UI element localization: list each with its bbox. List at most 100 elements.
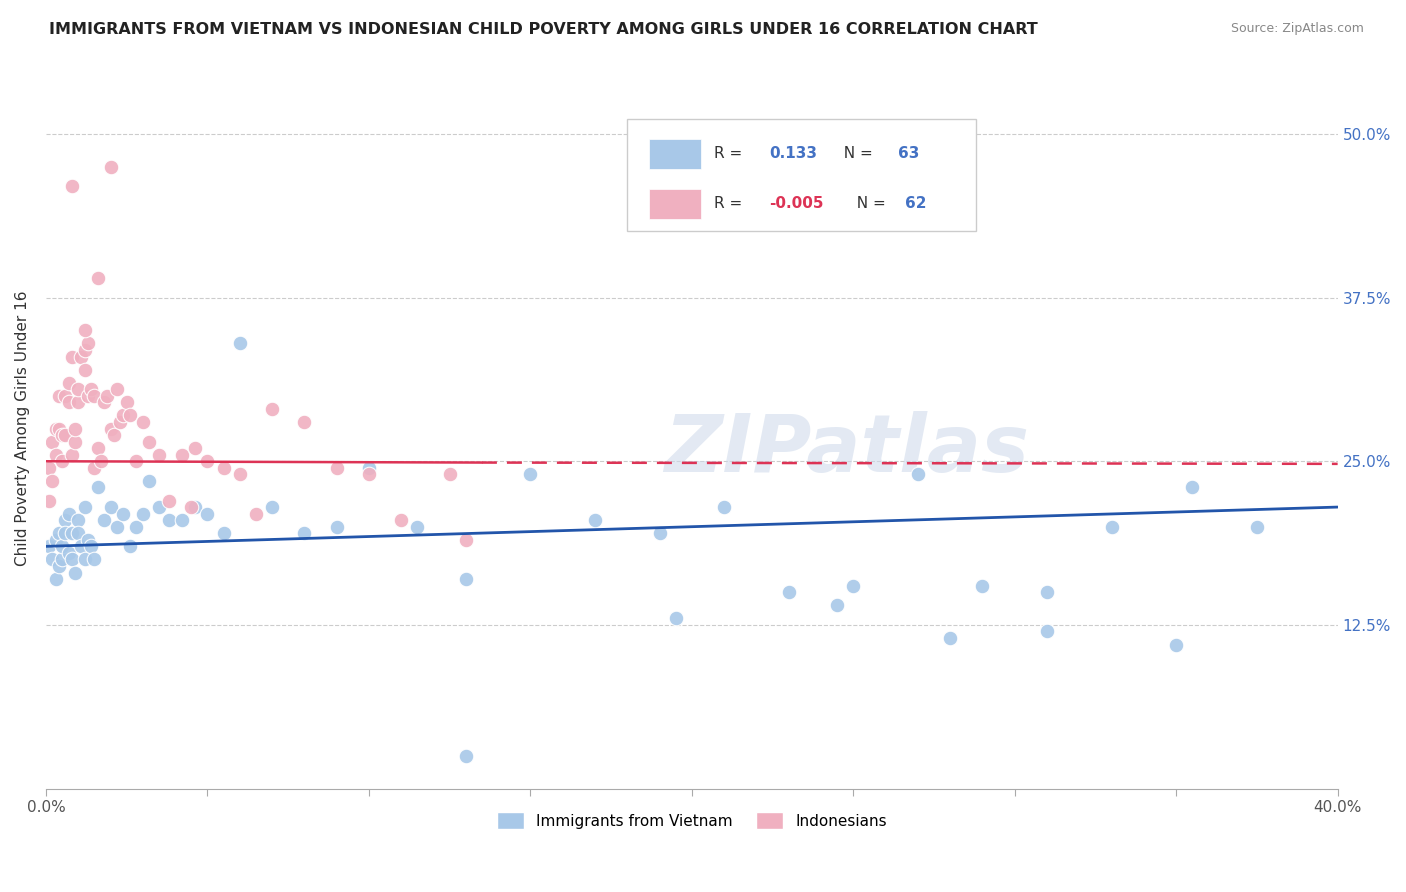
Point — [67, 513, 90, 527]
Point — [454, 748, 477, 763]
Point — [80, 382, 103, 396]
Point — [406, 519, 429, 533]
Point — [212, 460, 235, 475]
Point — [58, 507, 80, 521]
Text: -0.005: -0.005 — [769, 196, 824, 211]
Point — [713, 500, 735, 514]
Point — [73, 500, 96, 514]
Point — [48, 421, 70, 435]
Point — [138, 434, 160, 449]
Point — [583, 513, 606, 527]
Point — [825, 599, 848, 613]
Point — [842, 579, 865, 593]
Point — [125, 519, 148, 533]
Point — [115, 395, 138, 409]
Point — [45, 421, 67, 435]
Point — [197, 507, 219, 521]
Y-axis label: Child Poverty Among Girls Under 16: Child Poverty Among Girls Under 16 — [15, 291, 30, 566]
Point — [170, 448, 193, 462]
Point — [103, 428, 125, 442]
Point — [439, 467, 461, 482]
Point — [86, 271, 108, 285]
Point — [260, 401, 283, 416]
Point — [105, 519, 128, 533]
Point — [41, 434, 63, 449]
Text: 0.133: 0.133 — [769, 146, 817, 161]
Point — [53, 526, 76, 541]
Point — [180, 500, 202, 514]
Point — [228, 467, 250, 482]
Point — [118, 539, 141, 553]
Point — [93, 395, 115, 409]
Point — [648, 526, 671, 541]
Point — [53, 513, 76, 527]
Point — [51, 428, 73, 442]
Point — [96, 389, 118, 403]
Point — [112, 507, 135, 521]
Point — [245, 507, 267, 521]
Point — [70, 350, 93, 364]
Point — [41, 474, 63, 488]
Point — [45, 448, 67, 462]
Point — [110, 415, 132, 429]
Point — [1036, 624, 1059, 639]
Point — [907, 467, 929, 482]
Point — [357, 460, 380, 475]
Point — [325, 460, 347, 475]
Text: 62: 62 — [905, 196, 927, 211]
Point — [60, 179, 83, 194]
Text: R =: R = — [714, 196, 747, 211]
Point — [132, 415, 155, 429]
Point — [63, 434, 86, 449]
Point — [100, 500, 122, 514]
Point — [454, 533, 477, 547]
Point — [67, 526, 90, 541]
Point — [73, 552, 96, 566]
Point — [1181, 480, 1204, 494]
FancyBboxPatch shape — [650, 189, 700, 219]
Point — [58, 376, 80, 390]
Point — [939, 631, 962, 645]
Point — [60, 448, 83, 462]
Point — [73, 323, 96, 337]
Point — [197, 454, 219, 468]
Point — [48, 526, 70, 541]
Point — [183, 500, 205, 514]
Point — [105, 382, 128, 396]
Text: N =: N = — [846, 196, 890, 211]
Point — [73, 362, 96, 376]
Point — [80, 539, 103, 553]
Point — [519, 467, 541, 482]
Point — [77, 389, 100, 403]
Point — [60, 526, 83, 541]
Point — [45, 572, 67, 586]
Point — [212, 526, 235, 541]
FancyBboxPatch shape — [627, 119, 976, 230]
Point — [51, 454, 73, 468]
Point — [665, 611, 688, 625]
Point — [132, 507, 155, 521]
Point — [100, 160, 122, 174]
Point — [138, 474, 160, 488]
Point — [41, 552, 63, 566]
Point — [148, 448, 170, 462]
Point — [454, 572, 477, 586]
Point — [183, 441, 205, 455]
Text: ZIPatlas: ZIPatlas — [664, 411, 1029, 489]
Point — [125, 454, 148, 468]
Point — [86, 480, 108, 494]
Point — [170, 513, 193, 527]
Point — [70, 539, 93, 553]
Point — [67, 382, 90, 396]
Text: 63: 63 — [898, 146, 920, 161]
Text: IMMIGRANTS FROM VIETNAM VS INDONESIAN CHILD POVERTY AMONG GIRLS UNDER 16 CORRELA: IMMIGRANTS FROM VIETNAM VS INDONESIAN CH… — [49, 22, 1038, 37]
Point — [77, 336, 100, 351]
Point — [38, 539, 60, 553]
Point — [63, 566, 86, 580]
Point — [58, 546, 80, 560]
Legend: Immigrants from Vietnam, Indonesians: Immigrants from Vietnam, Indonesians — [491, 806, 893, 835]
Point — [60, 350, 83, 364]
Point — [83, 460, 105, 475]
Point — [60, 552, 83, 566]
FancyBboxPatch shape — [650, 139, 700, 169]
